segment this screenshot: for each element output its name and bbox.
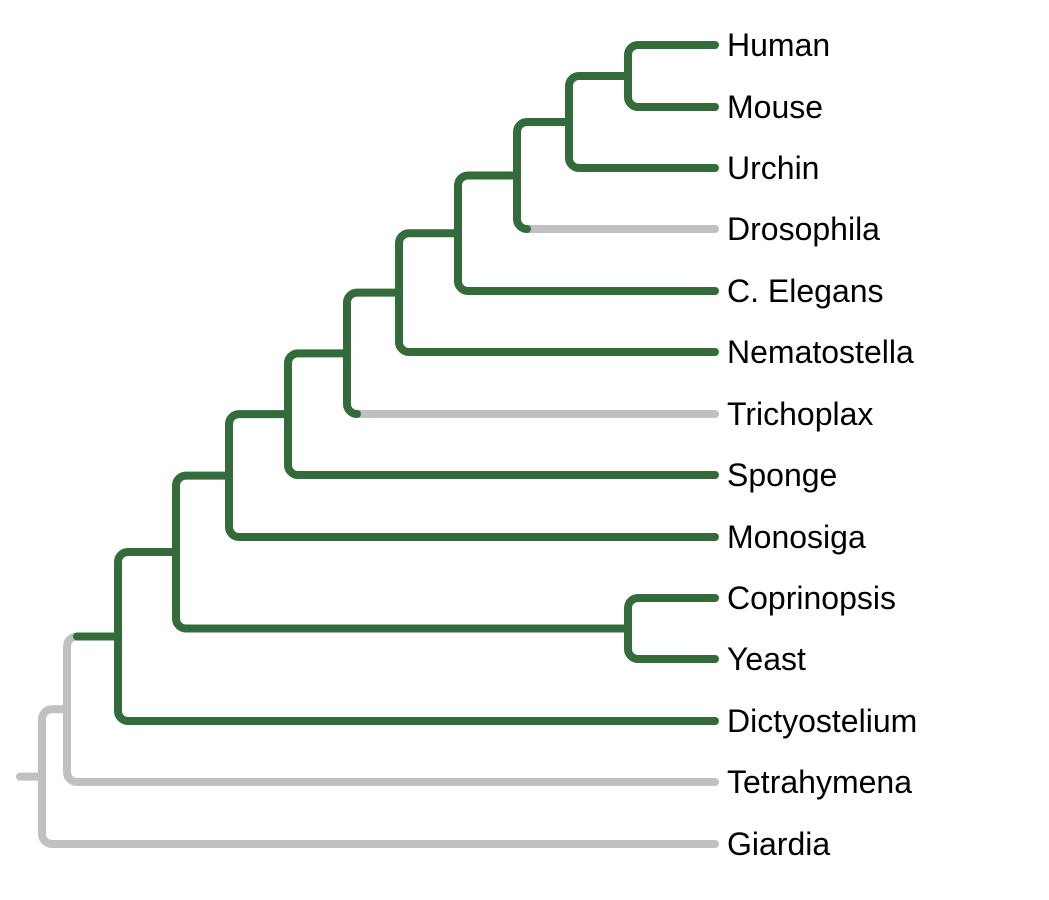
branch [229,476,715,537]
branch [399,293,715,352]
branch [42,777,715,844]
phylogenetic-tree: Human Mouse Urchin Drosophila C. Elegans Nema… [0,0,1049,900]
taxon-label: Trichoplax [727,398,873,430]
branch [628,598,715,629]
branch [67,637,77,710]
branch [176,476,229,552]
taxon-label: Human [727,29,830,61]
taxon-label: C. Elegans [727,275,884,307]
branch [229,414,288,475]
taxon-label: Tetrahymena [727,766,912,798]
taxon-label: Coprinopsis [727,582,896,614]
branch [628,45,715,76]
branch [628,76,715,107]
branch [118,552,176,636]
taxon-label: Urchin [727,152,819,184]
branch [347,353,357,414]
branch [569,122,715,168]
taxon-label: Nematostella [727,336,914,368]
branch [569,76,628,122]
branch [517,122,569,176]
branch [458,233,715,291]
taxon-label: Mouse [727,91,823,123]
taxon-label: Dictyostelium [727,705,917,737]
taxon-label: Yeast [727,643,806,675]
taxon-label: Giardia [727,828,830,860]
taxon-label: Sponge [727,459,837,491]
branch [288,353,347,414]
branch [628,629,715,660]
branch [399,233,458,292]
branch [347,293,399,354]
branch [176,552,628,628]
taxon-label: Drosophila [727,213,880,245]
taxon-label: Monosiga [727,521,866,553]
branch [517,176,527,230]
branch [458,176,517,234]
branch [288,414,715,475]
